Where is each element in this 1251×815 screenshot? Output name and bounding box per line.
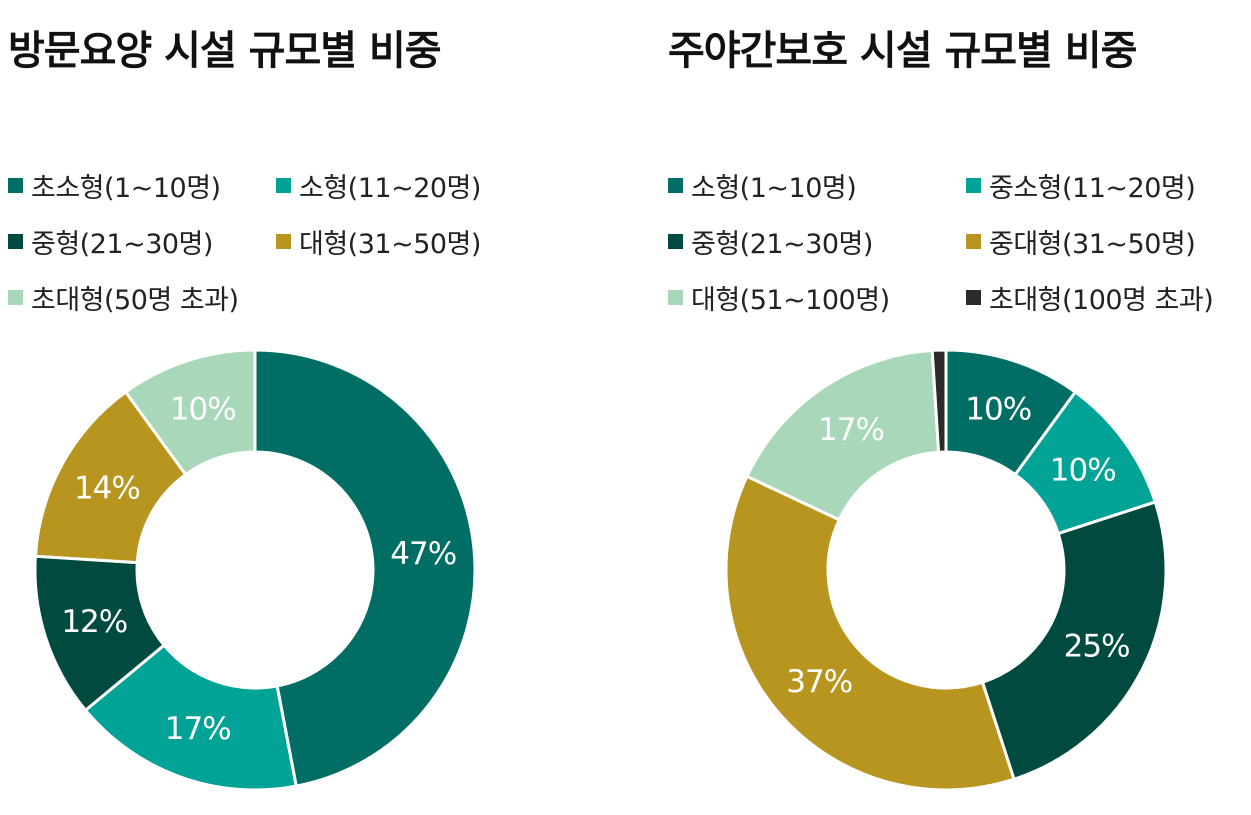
legend-swatch — [276, 178, 291, 193]
donut-chart: 10% 10% 25% 37% 17% — [724, 348, 1168, 792]
slice-data-label: 25% — [1064, 629, 1130, 665]
legend-label: 초대형(100명 초과) — [989, 285, 1214, 316]
chart-panel-home-care: 방문요양 시설 규모별 비중 초소형(1~10명) 소형(11~20명) 중형(21… — [0, 0, 560, 815]
slice-data-label: 10% — [170, 391, 236, 427]
slice-data-label: 10% — [965, 391, 1031, 427]
slice-data-label: 10% — [1050, 453, 1116, 489]
legend-swatch — [8, 178, 23, 193]
donut-slice — [123, 348, 257, 477]
legend-label: 대형(51~100명) — [691, 285, 890, 316]
legend-item: 초소형(1~10명) — [8, 166, 221, 205]
legend-item: 중형(21~30명) — [8, 222, 213, 261]
legend-label: 초대형(50명 초과) — [31, 285, 239, 316]
legend-item: 중대형(31~50명) — [966, 222, 1196, 261]
donut-chart: 47% 17% 12% 14% 10% — [33, 348, 477, 792]
donut-slice — [724, 474, 1016, 792]
slice-data-label: 17% — [165, 711, 231, 747]
legend-swatch — [966, 178, 981, 193]
legend-item: 소형(1~10명) — [668, 166, 857, 205]
legend-label: 대형(31~50명) — [299, 229, 481, 260]
chart-panel-day-night-care: 주야간보호 시설 규모별 비중 소형(1~10명) 중소형(11~20명) 중형(2… — [650, 0, 1251, 815]
chart-title: 방문요양 시설 규모별 비중 — [8, 28, 442, 74]
legend-label: 중형(21~30명) — [691, 229, 873, 260]
legend-label: 중대형(31~50명) — [989, 229, 1196, 260]
legend-item: 초대형(50명 초과) — [8, 278, 239, 317]
legend-label: 소형(1~10명) — [691, 173, 857, 204]
donut-slice — [744, 348, 941, 522]
legend-swatch — [668, 234, 683, 249]
slice-data-label: 37% — [786, 664, 852, 700]
legend-label: 중형(21~30명) — [31, 229, 213, 260]
chart-title: 주야간보호 시설 규모별 비중 — [668, 28, 1137, 74]
slice-data-label: 14% — [74, 471, 140, 507]
legend-swatch — [8, 290, 23, 305]
legend-label: 초소형(1~10명) — [31, 173, 221, 204]
legend-swatch — [8, 234, 23, 249]
legend-item: 소형(11~20명) — [276, 166, 481, 205]
donut-slice — [930, 348, 948, 454]
legend-item: 대형(51~100명) — [668, 278, 890, 317]
legend-item: 중소형(11~20명) — [966, 166, 1196, 205]
legend-swatch — [668, 178, 683, 193]
donut-slice — [83, 643, 298, 792]
legend-item: 대형(31~50명) — [276, 222, 481, 261]
legend-item: 초대형(100명 초과) — [966, 278, 1214, 317]
donut-slice — [253, 348, 477, 788]
legend-swatch — [276, 234, 291, 249]
legend-swatch — [966, 290, 981, 305]
legend-label: 중소형(11~20명) — [989, 173, 1196, 204]
legend-item: 중형(21~30명) — [668, 222, 873, 261]
slice-data-label: 17% — [818, 412, 884, 448]
legend-label: 소형(11~20명) — [299, 173, 481, 204]
legend-swatch — [966, 234, 981, 249]
slice-data-label: 47% — [390, 536, 456, 572]
donut-slice — [980, 500, 1168, 782]
slice-data-label: 12% — [61, 604, 127, 640]
legend-swatch — [668, 290, 683, 305]
